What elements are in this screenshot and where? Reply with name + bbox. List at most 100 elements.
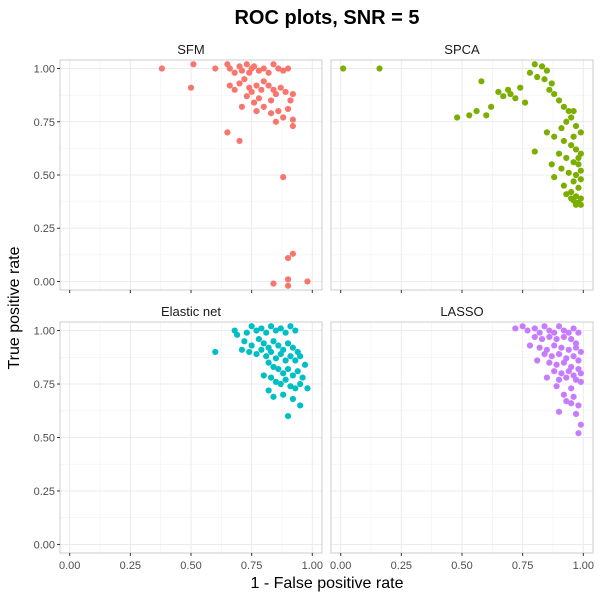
- data-point: [483, 112, 490, 119]
- data-point: [272, 355, 280, 362]
- panel-title-lasso: LASSO: [440, 304, 483, 319]
- data-point: [267, 374, 275, 381]
- data-point: [297, 402, 304, 409]
- data-point: [265, 359, 272, 366]
- data-point: [541, 323, 548, 330]
- data-point: [563, 398, 570, 405]
- data-point: [577, 378, 584, 385]
- data-point: [543, 129, 551, 136]
- data-point: [248, 323, 255, 330]
- data-point: [572, 171, 580, 179]
- data-point: [241, 76, 248, 83]
- data-point: [543, 374, 551, 381]
- data-point: [534, 73, 541, 81]
- data-point: [158, 65, 165, 72]
- data-point: [248, 88, 255, 96]
- data-point: [287, 383, 294, 390]
- data-point: [551, 90, 558, 98]
- y-tick-label: 1.00: [34, 64, 55, 76]
- data-point: [260, 372, 267, 379]
- data-point: [560, 333, 567, 341]
- data-point: [536, 344, 543, 351]
- data-point: [289, 344, 296, 351]
- data-point: [243, 93, 250, 100]
- data-point: [267, 323, 275, 330]
- data-point: [555, 323, 563, 330]
- x-tick-label: 1.00: [302, 560, 323, 572]
- data-point: [534, 357, 541, 364]
- data-point: [488, 103, 495, 110]
- data-point: [575, 329, 582, 336]
- data-point: [289, 250, 296, 257]
- data-point: [270, 280, 277, 287]
- x-axis-label: 1 - False positive rate: [251, 575, 404, 592]
- data-point: [282, 329, 289, 336]
- data-point: [526, 69, 534, 76]
- data-point: [267, 97, 275, 104]
- data-point: [284, 413, 292, 420]
- data-point: [265, 82, 272, 89]
- data-point: [546, 333, 553, 341]
- data-point: [560, 103, 567, 110]
- data-point: [270, 338, 277, 345]
- y-tick-label: 0.25: [34, 486, 55, 498]
- data-point: [575, 402, 582, 409]
- data-point: [546, 86, 553, 93]
- data-point: [187, 84, 195, 91]
- data-point: [575, 184, 582, 191]
- data-point: [558, 125, 565, 132]
- data-point: [260, 103, 267, 110]
- y-tick-label: 0.75: [34, 117, 55, 129]
- data-point: [570, 393, 577, 400]
- data-point: [570, 133, 577, 140]
- data-point: [236, 80, 243, 87]
- data-point: [555, 150, 563, 157]
- data-point: [253, 350, 260, 358]
- data-point: [284, 282, 292, 289]
- data-point: [546, 327, 553, 334]
- data-point: [521, 99, 529, 106]
- data-point: [563, 118, 570, 125]
- data-point: [238, 103, 246, 110]
- chart-title: ROC plots, SNR = 5: [234, 7, 419, 29]
- data-point: [258, 346, 265, 353]
- data-point: [297, 380, 304, 388]
- data-point: [524, 327, 531, 334]
- data-point: [560, 137, 567, 145]
- data-point: [272, 378, 280, 385]
- data-point: [272, 90, 280, 98]
- data-point: [280, 114, 287, 121]
- y-tick-label: 0.00: [34, 539, 55, 551]
- data-point: [267, 110, 275, 117]
- data-point: [238, 346, 246, 353]
- data-point: [280, 67, 287, 74]
- data-point: [551, 133, 558, 140]
- data-point: [531, 61, 538, 68]
- data-point: [284, 65, 292, 72]
- data-point: [454, 114, 461, 121]
- data-point: [284, 254, 292, 262]
- data-point: [531, 333, 538, 341]
- data-point: [280, 370, 287, 377]
- data-point: [231, 86, 238, 93]
- data-point: [292, 357, 299, 364]
- data-point: [478, 78, 485, 85]
- data-point: [253, 108, 260, 115]
- data-point: [500, 93, 507, 100]
- data-point: [541, 350, 548, 358]
- data-point: [280, 174, 287, 181]
- data-point: [531, 148, 538, 155]
- data-point: [294, 368, 301, 375]
- data-point: [190, 61, 197, 68]
- x-tick-label: 0.75: [512, 560, 533, 572]
- data-point: [572, 146, 580, 153]
- data-point: [212, 348, 219, 356]
- data-point: [558, 344, 565, 351]
- y-tick-label: 0.75: [34, 379, 55, 391]
- data-point: [517, 84, 524, 91]
- data-point: [555, 376, 563, 383]
- data-point: [551, 174, 558, 181]
- x-tick-label: 0.25: [120, 560, 141, 572]
- data-point: [575, 161, 582, 168]
